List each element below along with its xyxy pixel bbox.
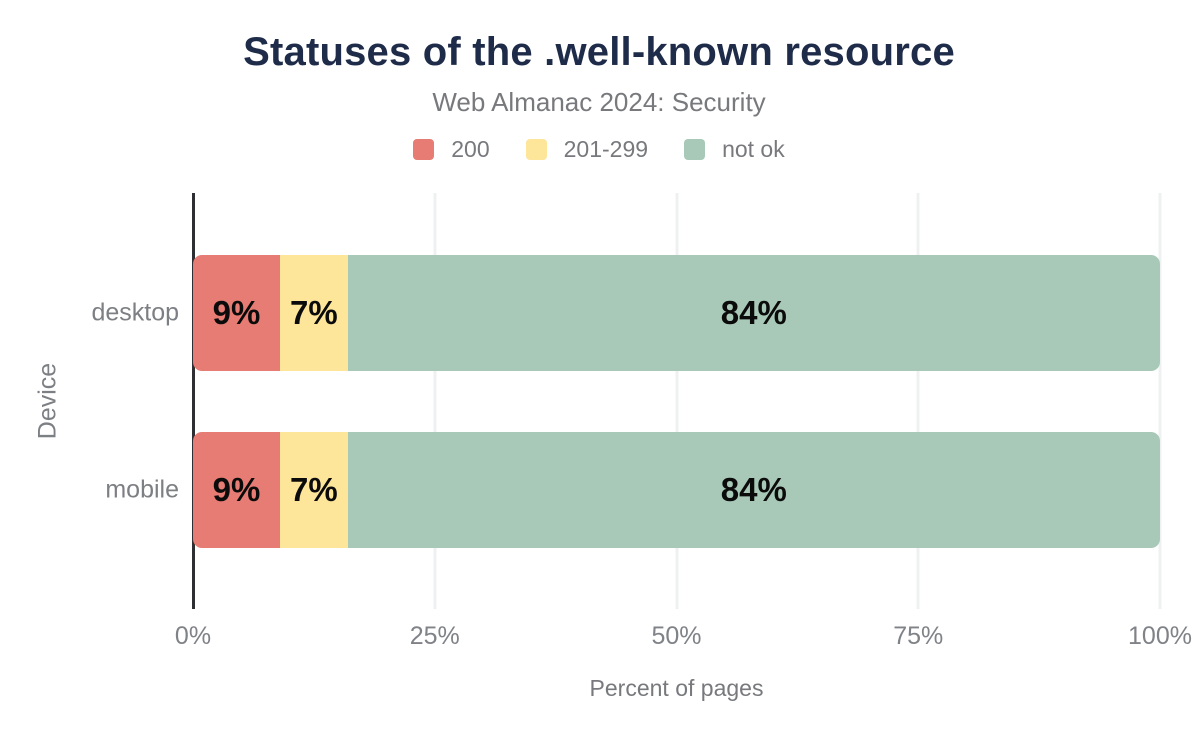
gridline-75 <box>916 193 920 609</box>
legend-item-not-ok: not ok <box>684 136 785 163</box>
legend-label-not-ok: not ok <box>722 136 785 162</box>
category-label-mobile: mobile <box>105 475 179 504</box>
legend: 200 201-299 not ok <box>0 136 1198 163</box>
legend-swatch-200 <box>413 139 435 160</box>
legend-label-200: 200 <box>451 136 490 162</box>
legend-swatch-201-299 <box>525 139 547 160</box>
legend-item-201-299: 201-299 <box>525 136 649 163</box>
segment-value-label: 9% <box>212 294 261 331</box>
segment-value-label: 84% <box>720 471 787 508</box>
x-tick-label-75: 75% <box>893 622 944 650</box>
x-axis-title: Percent of pages <box>589 675 764 701</box>
segment-value-label: 9% <box>212 471 261 508</box>
x-tick-label-0: 0% <box>174 622 212 650</box>
chart-subtitle: Web Almanac 2024: Security <box>432 87 766 117</box>
bar-desktop-segment-201-299[interactable]: 7% <box>280 255 348 371</box>
bar-desktop: 9% 7% 84% <box>193 255 1160 371</box>
gridline-100 <box>1158 193 1162 609</box>
bar-mobile-segment-not-ok[interactable]: 84% <box>347 432 1160 548</box>
x-tick-label-25: 25% <box>409 622 460 650</box>
bar-desktop-segment-200[interactable]: 9% <box>193 255 281 371</box>
x-tick-label-50: 50% <box>651 622 702 650</box>
legend-label-201-299: 201-299 <box>563 136 649 162</box>
legend-item-200: 200 <box>413 136 490 163</box>
bar-mobile-segment-200[interactable]: 9% <box>193 432 281 548</box>
gridline-50 <box>675 193 678 609</box>
legend-swatch-not-ok <box>684 139 706 160</box>
segment-value-label: 84% <box>720 294 787 331</box>
chart-title: Statuses of the .well-known resource <box>243 30 955 74</box>
category-label-desktop: desktop <box>91 298 179 327</box>
y-axis-title: Device <box>33 362 62 440</box>
x-tick-label-100: 100% <box>1128 622 1192 650</box>
y-axis-line <box>192 193 195 609</box>
bar-mobile: 9% 7% 84% <box>193 432 1160 548</box>
gridline-25 <box>433 193 437 609</box>
plot-area: 9% 7% 84% 9% 7% 84% desktop mobile 0% 25… <box>91 193 1192 701</box>
segment-value-label: 7% <box>290 471 338 508</box>
bar-desktop-segment-not-ok[interactable]: 84% <box>347 255 1160 371</box>
segment-value-label: 7% <box>290 294 338 331</box>
bar-mobile-segment-201-299[interactable]: 7% <box>280 432 348 548</box>
